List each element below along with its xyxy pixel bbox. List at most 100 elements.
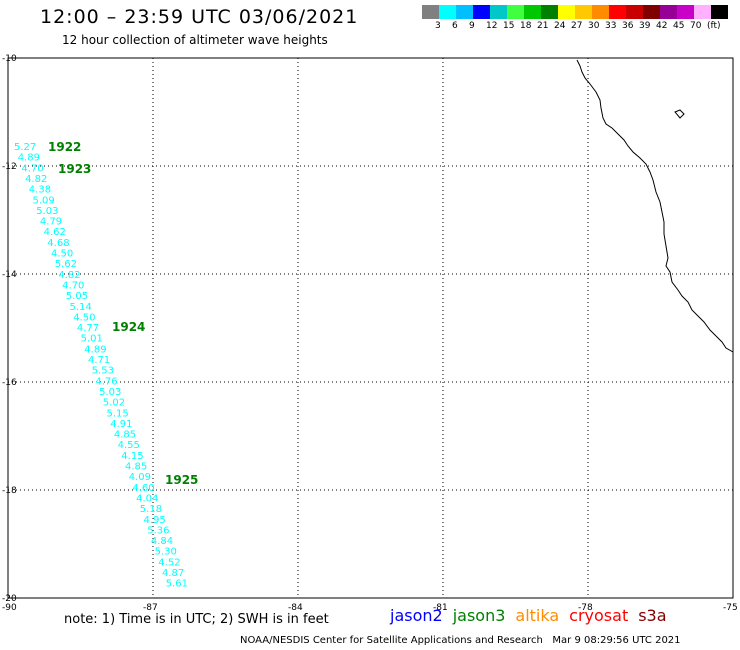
wave-height-value: 5.61 bbox=[166, 579, 188, 590]
wave-height-value: 5.09 bbox=[33, 195, 55, 206]
wave-height-value: 5.27 bbox=[14, 142, 36, 153]
scale-swatch bbox=[524, 5, 541, 19]
scale-label: 33 bbox=[605, 21, 617, 31]
wave-height-value: 4.52 bbox=[158, 557, 180, 568]
wave-height-value: 5.18 bbox=[140, 504, 162, 515]
scale-swatch bbox=[694, 5, 711, 19]
scale-label: 30 bbox=[588, 21, 600, 31]
scale-swatch bbox=[711, 5, 728, 19]
scale-swatch bbox=[626, 5, 643, 19]
map-grid bbox=[8, 58, 733, 598]
scale-swatch bbox=[643, 5, 660, 19]
wave-height-value: 4.89 bbox=[84, 344, 106, 355]
wave-height-value: 4.95 bbox=[144, 515, 166, 526]
scale-label: 42 bbox=[656, 21, 668, 31]
wave-height-value: 5.53 bbox=[92, 366, 114, 377]
wave-height-value: 4.89 bbox=[18, 153, 40, 164]
scale-swatch bbox=[609, 5, 626, 19]
wave-height-value: 5.36 bbox=[147, 525, 169, 536]
scale-label: 6 bbox=[452, 21, 458, 31]
wave-height-value: 4.84 bbox=[151, 536, 173, 547]
scale-swatch bbox=[541, 5, 558, 19]
scale-label: 36 bbox=[622, 21, 634, 31]
footer-credit: NOAA/NESDIS Center for Satellite Applica… bbox=[240, 635, 681, 646]
lat-label: -18 bbox=[2, 486, 17, 496]
wave-height-value: 4.04 bbox=[136, 493, 158, 504]
scale-swatch bbox=[575, 5, 592, 19]
time-label: 1925 bbox=[165, 473, 198, 487]
footer-note: note: 1) Time is in UTC; 2) SWH is in fe… bbox=[64, 612, 329, 627]
scale-swatch bbox=[660, 5, 677, 19]
scale-label: 12 bbox=[486, 21, 498, 31]
wave-height-value: 4.76 bbox=[95, 376, 117, 387]
axis-labels: -10 -12 -14 -16 -18 -20-90 -87 -84 -81 -78 -75 bbox=[2, 54, 738, 613]
scale-label: 45 bbox=[673, 21, 685, 31]
wave-height-value: 4.85 bbox=[125, 462, 147, 473]
satellite-legend: jason2 jason3 altika cryosat s3a bbox=[390, 606, 677, 625]
scale-label: 21 bbox=[537, 21, 549, 31]
wave-height-value: 4.15 bbox=[121, 451, 143, 462]
scale-swatch bbox=[473, 5, 490, 19]
lon-label: -84 bbox=[288, 603, 303, 613]
wave-height-value: 4.91 bbox=[110, 419, 132, 430]
scale-label: 18 bbox=[520, 21, 532, 31]
wave-height-value: 4.77 bbox=[77, 323, 99, 334]
wave-height-value: 5.02 bbox=[103, 398, 125, 409]
wave-height-value: 4.62 bbox=[44, 227, 66, 238]
lon-label: -90 bbox=[2, 603, 17, 613]
wave-height-value: 4.50 bbox=[51, 249, 73, 260]
color-scale bbox=[422, 5, 728, 19]
wave-height-value: 4.68 bbox=[47, 238, 69, 249]
scale-label: 27 bbox=[571, 21, 583, 31]
wave-height-value: 5.05 bbox=[66, 291, 88, 302]
wave-height-value: 4.09 bbox=[129, 472, 151, 483]
scale-label: 15 bbox=[503, 21, 515, 31]
page-title: 12:00 – 23:59 UTC 03/06/2021 bbox=[40, 6, 359, 28]
scale-swatch bbox=[439, 5, 456, 19]
satellite-jason2: jason2 bbox=[390, 606, 443, 625]
wave-height-value: 4.70 bbox=[21, 163, 43, 174]
wave-height-value: 4.71 bbox=[88, 355, 110, 366]
page-subtitle: 12 hour collection of altimeter wave hei… bbox=[62, 33, 328, 47]
wave-height-value: 4.82 bbox=[58, 270, 80, 281]
lon-label: -81 bbox=[433, 603, 448, 613]
scale-swatch bbox=[507, 5, 524, 19]
scale-swatch bbox=[422, 5, 439, 19]
lon-label: -78 bbox=[578, 603, 593, 613]
scale-label: 70 bbox=[690, 21, 702, 31]
lat-label: -10 bbox=[2, 54, 17, 64]
lat-label: -14 bbox=[2, 270, 17, 280]
wave-height-value: 5.15 bbox=[107, 408, 129, 419]
wave-height-value: 5.03 bbox=[36, 206, 58, 217]
lat-label: -12 bbox=[2, 162, 17, 172]
wave-height-value: 5.03 bbox=[99, 387, 121, 398]
wave-height-value: 4.79 bbox=[40, 217, 62, 228]
scale-swatch bbox=[490, 5, 507, 19]
wave-height-value: 4.70 bbox=[62, 281, 84, 292]
satellite-altika: altika bbox=[515, 606, 560, 625]
island bbox=[674, 109, 685, 119]
timestamp-text: Mar 9 08:29:56 UTC 2021 bbox=[552, 635, 681, 646]
scale-swatch bbox=[558, 5, 575, 19]
scale-label: 39 bbox=[639, 21, 651, 31]
scale-label: 9 bbox=[469, 21, 475, 31]
wave-height-value: 4.38 bbox=[29, 185, 51, 196]
wave-height-value: 4.60 bbox=[132, 483, 154, 494]
scale-swatch bbox=[592, 5, 609, 19]
scale-swatch bbox=[677, 5, 694, 19]
satellite-cryosat: cryosat bbox=[569, 606, 629, 625]
wave-height-value: 5.01 bbox=[81, 334, 103, 345]
lat-label: -16 bbox=[2, 378, 17, 388]
scale-label: (ft) bbox=[707, 21, 721, 31]
scale-label: 24 bbox=[554, 21, 566, 31]
credit-text: NOAA/NESDIS Center for Satellite Applica… bbox=[240, 635, 543, 646]
wave-height-value: 5.14 bbox=[70, 302, 92, 313]
wave-height-value: 5.62 bbox=[55, 259, 77, 270]
wave-height-value: 4.87 bbox=[162, 568, 184, 579]
time-label: 1924 bbox=[112, 320, 145, 334]
time-label: 1923 bbox=[58, 162, 91, 176]
wave-height-value: 4.82 bbox=[25, 174, 47, 185]
altimeter-track: 5.274.894.704.824.385.095.034.794.624.68… bbox=[14, 140, 198, 590]
lon-label: -75 bbox=[723, 603, 738, 613]
satellite-s3a: s3a bbox=[638, 606, 667, 625]
